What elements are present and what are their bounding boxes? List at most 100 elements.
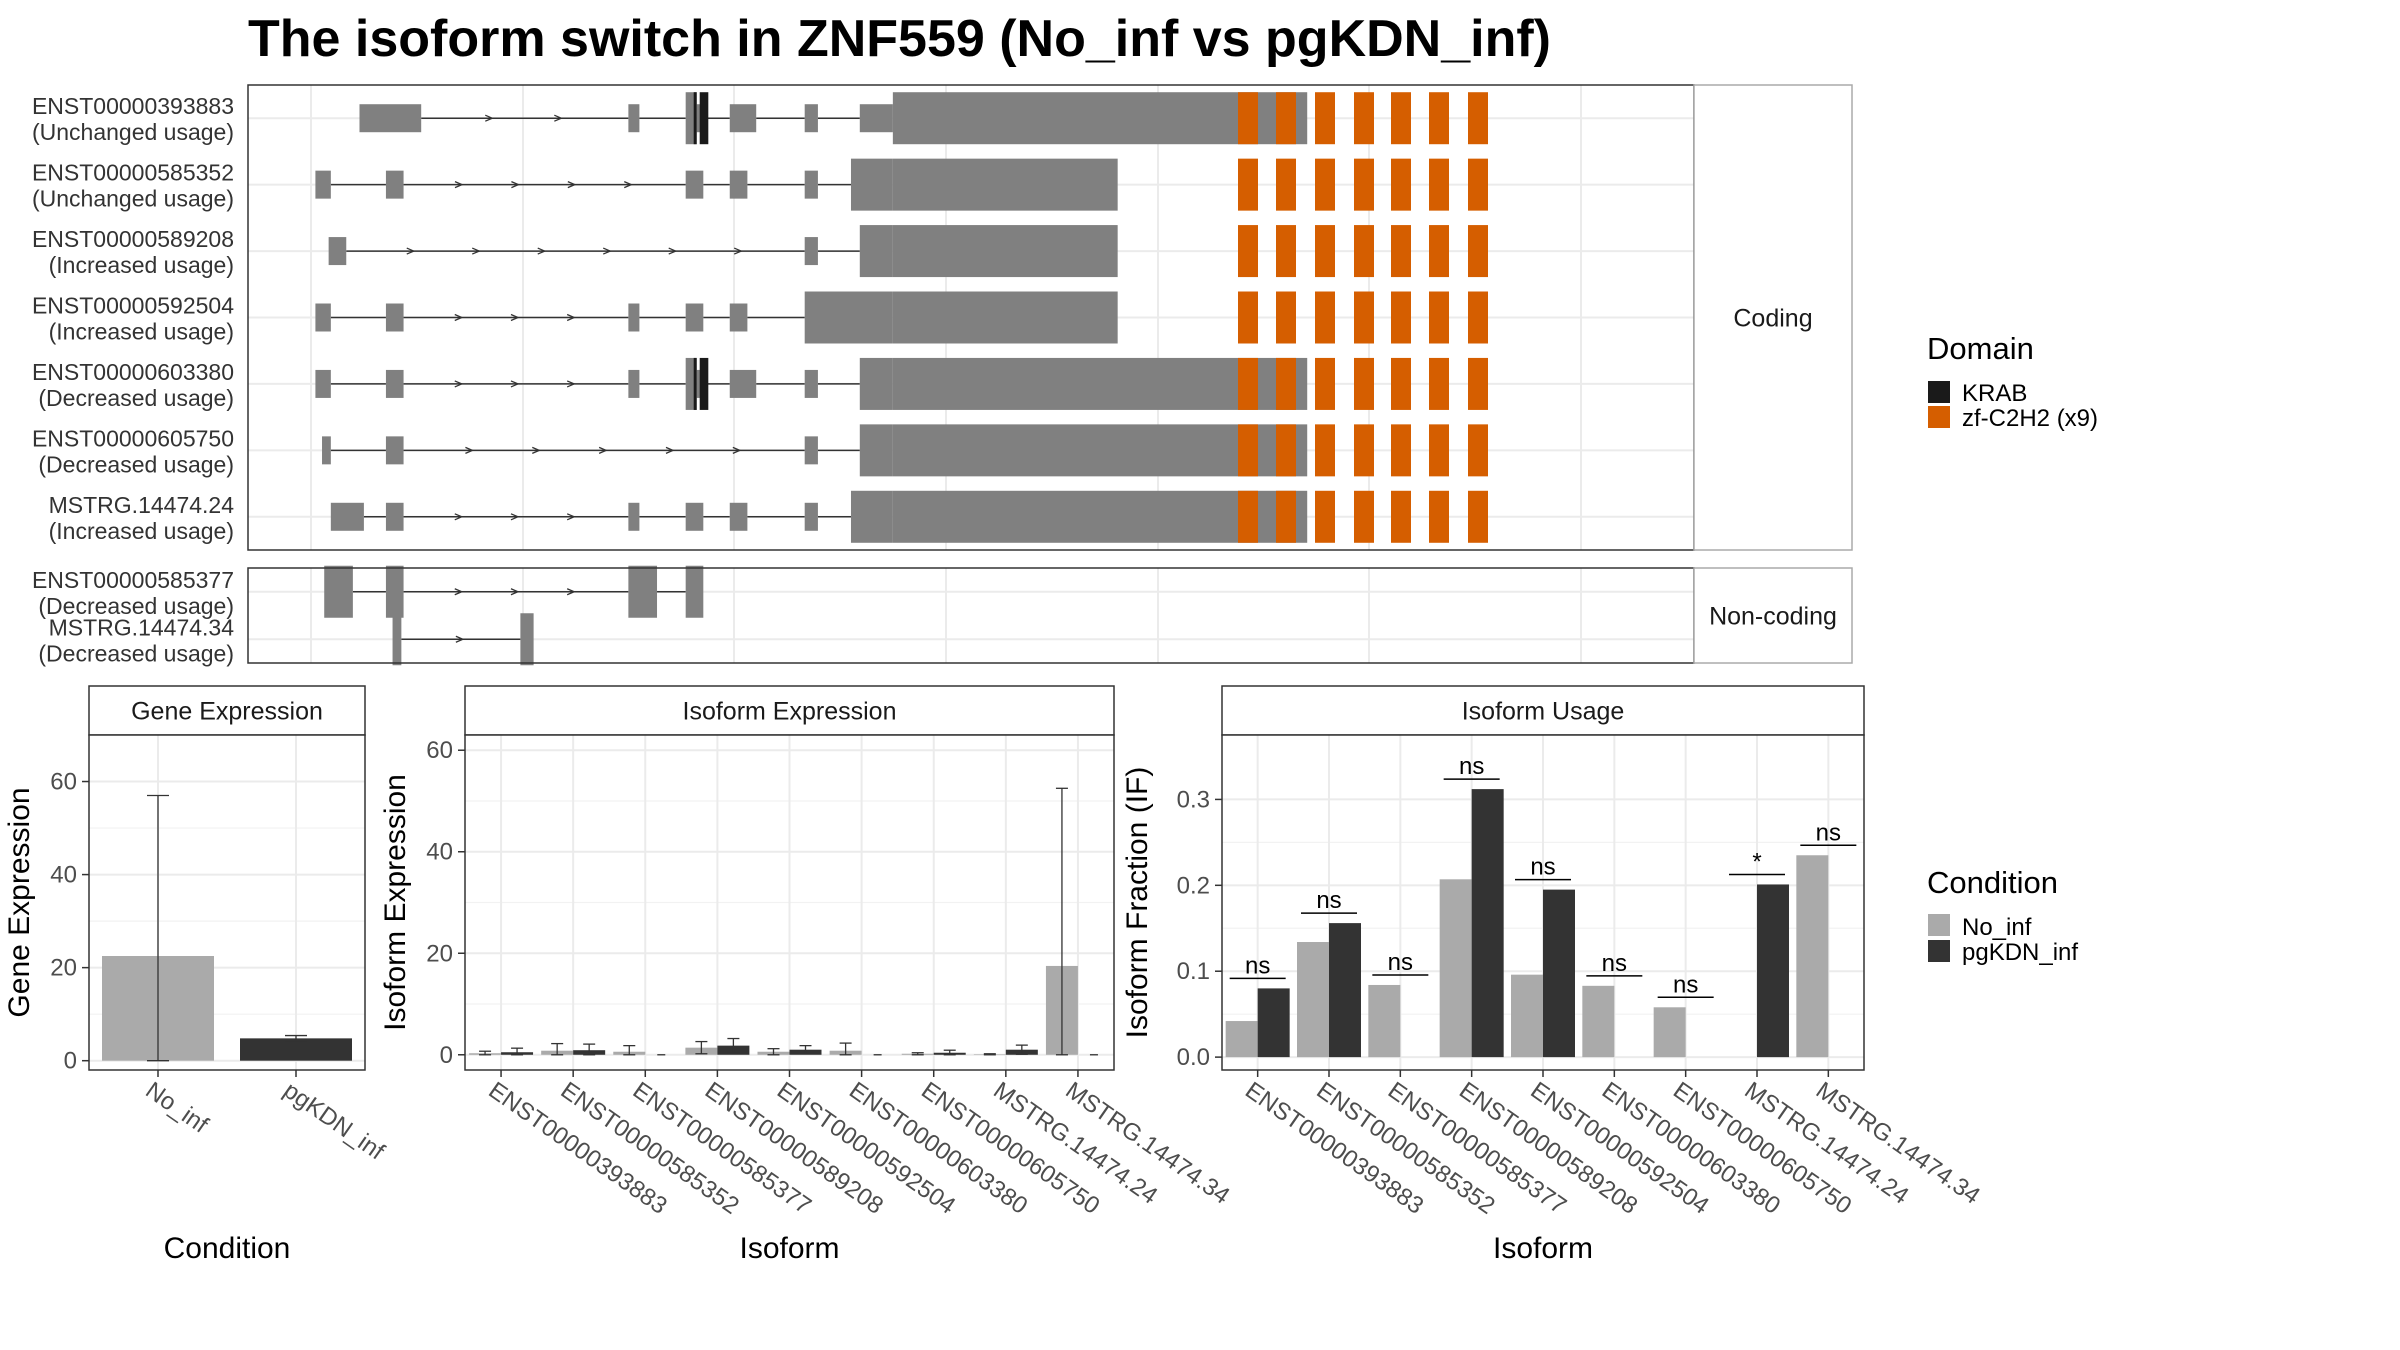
legend-key-no-inf bbox=[1928, 914, 1950, 936]
zf-c2h2-domain bbox=[1276, 225, 1296, 278]
facet-strip bbox=[1693, 84, 1853, 551]
isoform-usage-label: (Increased usage) bbox=[49, 518, 234, 544]
coding-exon bbox=[859, 225, 893, 278]
y-tick-label: 40 bbox=[426, 839, 453, 866]
zf-c2h2-domain bbox=[1276, 490, 1296, 543]
utr-exon bbox=[315, 369, 331, 398]
zf-c2h2-domain bbox=[1391, 424, 1411, 477]
intron-arrow bbox=[454, 513, 464, 521]
coding-exon bbox=[324, 565, 353, 618]
error-bar bbox=[695, 1040, 708, 1055]
intron-arrow bbox=[537, 247, 547, 255]
coding-exon bbox=[892, 225, 1118, 278]
y-tick-label: 0.2 bbox=[1177, 872, 1210, 899]
utr-exon bbox=[628, 369, 640, 398]
zf-c2h2-domain bbox=[1238, 291, 1258, 344]
significance-annotation: ns bbox=[1372, 949, 1429, 976]
zf-c2h2-domain bbox=[1238, 490, 1258, 543]
error-bar bbox=[943, 1049, 956, 1056]
intron-arrow bbox=[455, 635, 465, 643]
intron-arrow bbox=[510, 513, 520, 521]
structure-panel-non-coding: ENST00000585377(Decreased usage)MSTRG.14… bbox=[32, 565, 1853, 666]
intron-arrow bbox=[485, 114, 494, 122]
error-bar bbox=[479, 1050, 492, 1056]
error-bar bbox=[911, 1052, 924, 1056]
error-bar bbox=[727, 1037, 740, 1054]
utr-exon bbox=[385, 303, 404, 332]
krab-domain-edge bbox=[693, 357, 697, 410]
coding-exon bbox=[385, 565, 404, 618]
bar-enst00000393883-no-inf bbox=[1225, 1021, 1258, 1058]
significance-label: ns bbox=[1388, 949, 1413, 976]
isoform-track-enst00000585377 bbox=[324, 565, 704, 618]
zf-c2h2-domain bbox=[1238, 225, 1258, 278]
error-bar bbox=[623, 1044, 636, 1056]
intron-arrow bbox=[510, 588, 520, 596]
zf-c2h2-domain bbox=[1468, 158, 1488, 211]
zf-c2h2-domain bbox=[1391, 291, 1411, 344]
coding-exon bbox=[628, 565, 658, 618]
utr-exon bbox=[729, 303, 748, 332]
zf-c2h2-domain bbox=[1354, 424, 1374, 477]
coding-exon bbox=[850, 158, 893, 211]
significance-label: ns bbox=[1459, 753, 1484, 780]
bar-enst00000592504-pgkdn-inf bbox=[1543, 889, 1575, 1058]
significance-label: * bbox=[1752, 848, 1761, 875]
y-axis-title: Isoform Fraction (IF) bbox=[1121, 767, 1154, 1039]
facet-strip bbox=[464, 685, 1115, 736]
intron-arrow bbox=[566, 513, 576, 521]
isoform-track-enst00000589208 bbox=[328, 225, 1488, 278]
zf-c2h2-domain bbox=[1238, 158, 1258, 211]
utr-exon bbox=[385, 369, 404, 398]
bar-enst00000592504-no-inf bbox=[1511, 974, 1543, 1058]
isoform-usage-label: (Decreased usage) bbox=[38, 451, 234, 477]
coding-exon bbox=[859, 424, 893, 477]
utr-exon bbox=[685, 170, 704, 199]
zf-c2h2-domain bbox=[1468, 490, 1488, 543]
zf-c2h2-domain bbox=[1315, 357, 1335, 410]
y-tick-label: 0.0 bbox=[1177, 1044, 1210, 1071]
legend-label-no-inf: No_inf bbox=[1962, 914, 2032, 941]
utr-exon bbox=[729, 104, 757, 133]
utr-exon bbox=[385, 502, 404, 531]
intron-arrow bbox=[471, 247, 481, 255]
structure-panel-coding: ENST00000393883(Unchanged usage)ENST0000… bbox=[32, 84, 1853, 551]
zf-c2h2-domain bbox=[1238, 357, 1258, 410]
intron-arrow bbox=[510, 313, 520, 322]
zf-c2h2-domain bbox=[1468, 357, 1488, 410]
significance-annotation: ns bbox=[1657, 971, 1714, 998]
intron-arrow bbox=[566, 313, 576, 322]
zf-c2h2-domain bbox=[1354, 158, 1374, 211]
zf-c2h2-domain bbox=[1429, 291, 1449, 344]
isoform-usage-label: (Increased usage) bbox=[49, 252, 234, 278]
error-bar bbox=[511, 1047, 524, 1056]
intron-arrow bbox=[602, 247, 612, 255]
intron-arrow bbox=[624, 181, 633, 189]
utr-exon bbox=[804, 436, 818, 465]
isoform-track-enst00000393883 bbox=[359, 92, 1488, 145]
legend-key-pgkdn-inf bbox=[1928, 940, 1950, 962]
zf-c2h2-domain bbox=[1429, 357, 1449, 410]
utr-exon bbox=[315, 303, 331, 332]
x-tick-label: pgKDN_inf bbox=[279, 1077, 390, 1166]
utr-exon bbox=[628, 104, 640, 133]
coding-exon bbox=[685, 565, 704, 618]
x-axis-title: Isoform bbox=[1493, 1232, 1593, 1265]
x-axis-title: Isoform bbox=[739, 1232, 839, 1265]
isoform-expression-plot: Isoform Expression0204060ENST00000393883… bbox=[379, 685, 1234, 1265]
bar-mstrg-14474-24-pgkdn-inf bbox=[1757, 884, 1789, 1058]
error-bar bbox=[551, 1042, 564, 1056]
zf-c2h2-domain bbox=[1315, 291, 1335, 344]
isoform-usage-label: (Unchanged usage) bbox=[32, 186, 234, 212]
intron-arrow bbox=[554, 114, 563, 122]
isoform-id-label: MSTRG.14474.24 bbox=[49, 492, 235, 518]
error-bar bbox=[767, 1048, 780, 1056]
coding-exon bbox=[850, 490, 893, 543]
error-bar bbox=[1015, 1044, 1028, 1055]
utr-exon bbox=[804, 170, 818, 199]
krab-domain bbox=[699, 92, 709, 145]
significance-label: ns bbox=[1245, 952, 1270, 979]
zf-c2h2-domain bbox=[1429, 158, 1449, 211]
significance-annotation: ns bbox=[1301, 887, 1357, 914]
zf-c2h2-domain bbox=[1468, 92, 1488, 145]
